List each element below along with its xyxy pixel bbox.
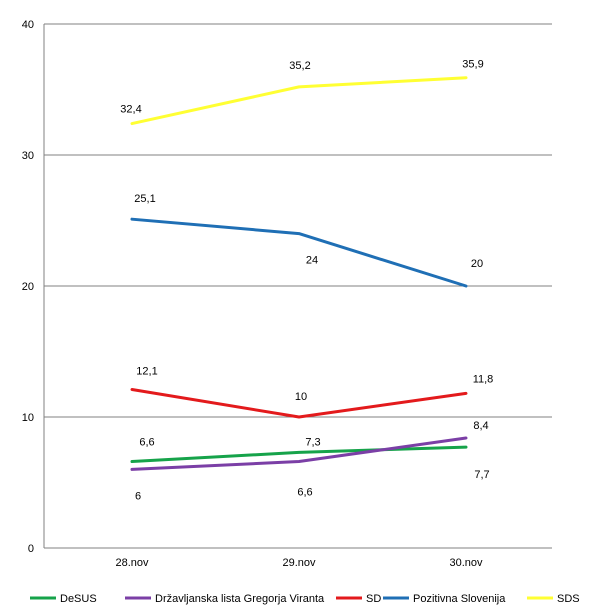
- data-label: 11,8: [473, 373, 494, 385]
- series-line-3: [130, 387, 468, 419]
- data-label: 12,1: [136, 365, 157, 377]
- gridlines: [44, 23, 552, 418]
- legend-label: SD: [366, 593, 381, 605]
- series-lines: [130, 76, 468, 471]
- data-label: 6: [135, 490, 141, 502]
- x-tick-label: 28.nov: [115, 557, 149, 569]
- data-label: 35,2: [289, 60, 310, 72]
- legend-label: SDS: [557, 593, 580, 605]
- axes: [43, 24, 552, 549]
- y-tick-label: 10: [22, 412, 34, 424]
- data-label: 6,6: [139, 437, 154, 449]
- legend-label: Državljanska lista Gregorja Viranta: [155, 593, 325, 605]
- tick-labels: 0 10 20 30 40 28.nov 29.nov 30.nov: [22, 19, 483, 569]
- x-tick-label: 30.nov: [449, 557, 483, 569]
- data-labels: 6,6 7,3 7,7 6 6,6 8,4 12,1 10 11,8 25,1 24 20 32,4 35…: [120, 59, 493, 503]
- legend-label: DeSUS: [60, 593, 97, 605]
- data-label: 8,4: [473, 420, 488, 432]
- data-label: 10: [295, 391, 307, 403]
- data-label: 7,7: [474, 469, 489, 481]
- series-line-2: [130, 436, 468, 471]
- y-tick-label: 30: [22, 150, 34, 162]
- series-line-5: [130, 76, 468, 126]
- data-label: 35,9: [462, 59, 483, 71]
- y-tick-label: 40: [22, 19, 34, 31]
- data-label: 25,1: [134, 193, 155, 205]
- data-label: 32,4: [120, 104, 141, 116]
- data-label: 24: [306, 255, 318, 267]
- data-label: 20: [471, 258, 483, 270]
- legend-label: Pozitivna Slovenija: [413, 593, 506, 605]
- data-label: 7,3: [305, 436, 320, 448]
- legend: DeSUS Državljanska lista Gregorja Viranta…: [30, 593, 580, 605]
- data-label: 6,6: [297, 487, 312, 499]
- series-line-1: [130, 445, 468, 464]
- series-line-4: [130, 217, 468, 288]
- y-tick-label: 20: [22, 281, 34, 293]
- x-tick-label: 29.nov: [282, 557, 316, 569]
- y-tick-label: 0: [28, 543, 34, 555]
